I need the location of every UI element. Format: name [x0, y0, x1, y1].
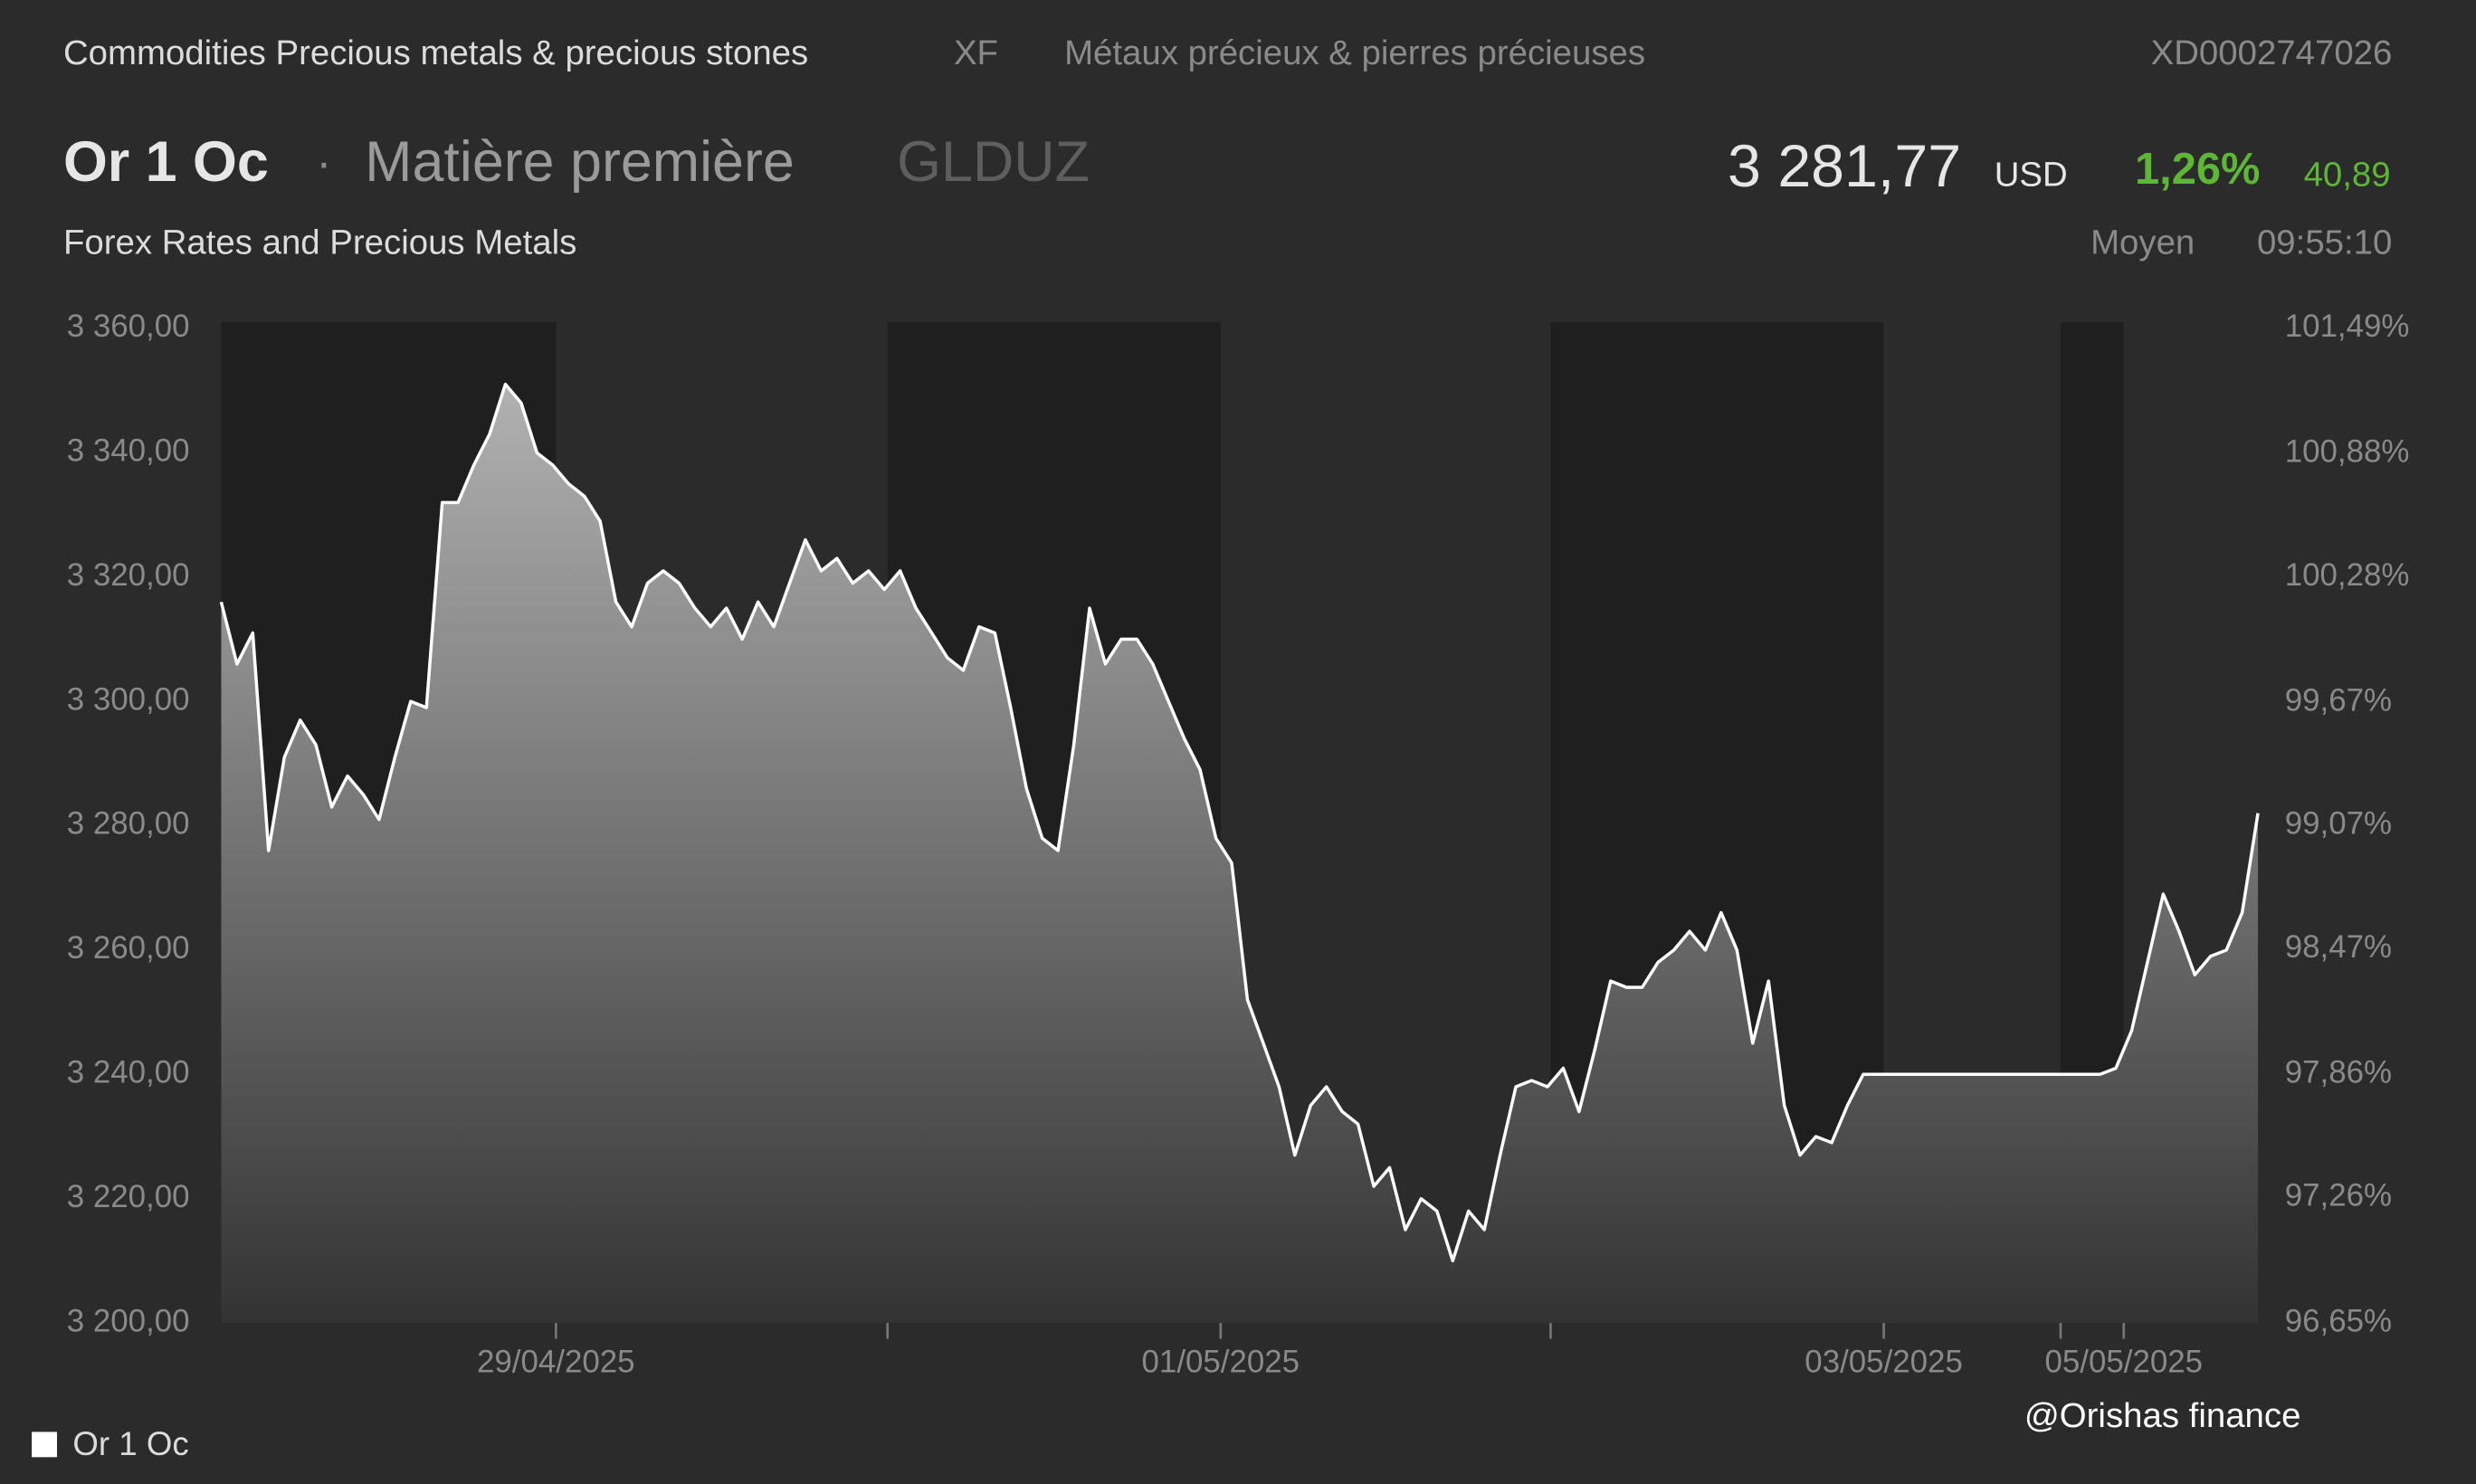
x-tick-label: 29/04/2025	[477, 1345, 635, 1380]
time: 09:55:10	[2257, 224, 2392, 262]
source: Forex Rates and Precious Metals	[63, 224, 576, 262]
y-tick-label: 3 200,00	[67, 1303, 190, 1338]
y2-tick-label: 99,07%	[2285, 806, 2392, 842]
y-tick-label: 3 220,00	[67, 1179, 190, 1214]
asset-type: Matière première	[365, 130, 795, 194]
y-tick-label: 3 280,00	[67, 806, 190, 842]
x-tick-label: 03/05/2025	[1805, 1345, 1963, 1380]
ticker: GLDUZ	[897, 130, 1090, 194]
change-abs: 40,89	[2304, 156, 2391, 195]
separator: ·	[316, 137, 331, 189]
price: 3 281,77	[1728, 133, 1961, 200]
line	[219, 382, 2260, 1263]
price-type: Moyen	[2090, 224, 2195, 262]
y-tick-label: 3 300,00	[67, 681, 190, 717]
legend-swatch	[32, 1432, 57, 1458]
watermark: @Orishas finance	[2024, 1396, 2301, 1435]
isin: XD0002747026	[2151, 33, 2393, 72]
category-fr: Métaux précieux & pierres précieuses	[1064, 33, 1645, 72]
currency: USD	[1995, 156, 2068, 195]
y2-tick-label: 96,65%	[2285, 1303, 2392, 1338]
y-tick-label: 3 360,00	[67, 309, 190, 344]
legend-label: Or 1 Oc	[72, 1425, 188, 1462]
y-tick-label: 3 260,00	[67, 930, 190, 966]
y2-tick-label: 97,86%	[2285, 1054, 2392, 1089]
y2-tick-label: 99,67%	[2285, 682, 2392, 718]
y2-tick-label: 101,49%	[2285, 309, 2410, 344]
change-pct: 1,26%	[2135, 145, 2261, 194]
y-tick-label: 3 240,00	[67, 1054, 190, 1089]
x-tick-label: 05/05/2025	[2044, 1345, 2203, 1380]
y-tick-label: 3 320,00	[67, 557, 190, 593]
category: Commodities Precious metals & precious s…	[63, 33, 808, 72]
y2-tick-label: 100,88%	[2285, 434, 2410, 470]
y2-tick-label: 98,47%	[2285, 929, 2392, 965]
y2-tick-label: 100,28%	[2285, 557, 2410, 593]
exchange: XF	[954, 33, 998, 72]
y-tick-label: 3 340,00	[67, 433, 190, 469]
y2-tick-label: 97,26%	[2285, 1178, 2392, 1213]
x-tick-label: 01/05/2025	[1142, 1345, 1300, 1380]
asset-name: Or 1 Oc	[63, 130, 269, 194]
